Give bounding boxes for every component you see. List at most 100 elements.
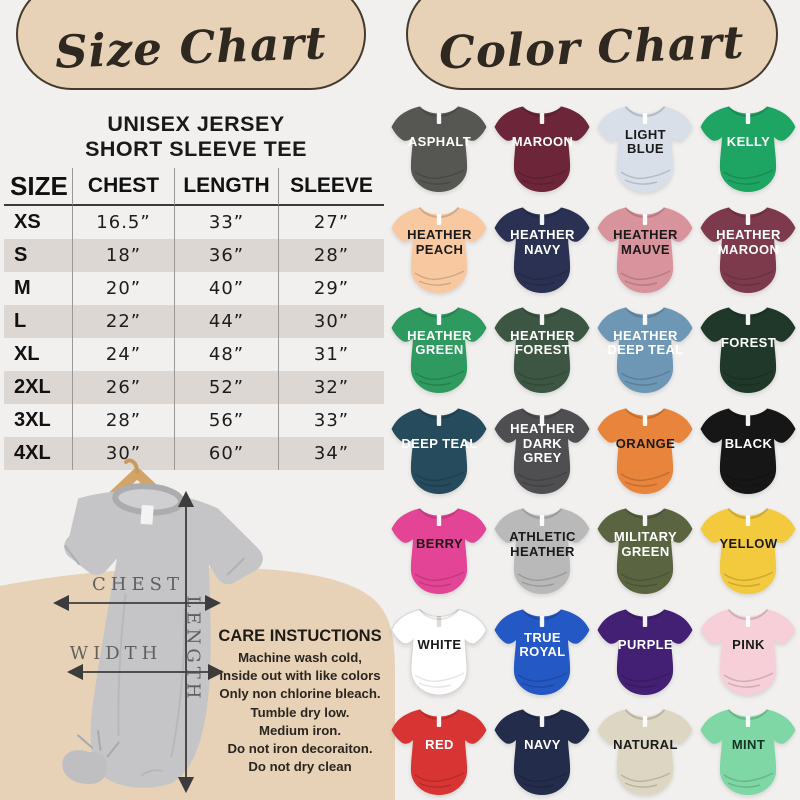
care-instruction-line: inside out with like colors [219,668,381,684]
grey-tshirt-shape [62,483,263,788]
color-name-label: HEATHER GREEN [407,327,472,358]
color-swatch-yellow: YELLOW [697,498,800,599]
color-swatch-heather-mauve: HEATHER MAUVE [594,197,697,298]
care-instruction-line: Machine wash cold, [238,650,362,665]
color-name-label: KELLY [726,133,771,149]
color-name-label: PURPLE [617,636,674,652]
color-swatch-black: BLACK [697,398,800,499]
width-measure-label: WIDTH [69,643,163,664]
product-title-line1: UNISEX JERSEY [107,112,285,136]
size-table-row-size: 3XL [14,409,51,431]
product-title-line2: SHORT SLEEVE TEE [85,137,307,161]
color-swatch-heather-green: HEATHER GREEN [388,297,491,398]
color-name-label: ATHLETIC HEATHER [509,528,576,559]
color-name-label: HEATHER FOREST [510,327,575,358]
color-name-label: YELLOW [719,536,778,552]
size-table-row-size: S [4,239,72,272]
size-table-cell: 36” [174,239,278,272]
size-table-header-length: LENGTH [174,168,278,206]
color-swatch-navy: NAVY [491,699,594,800]
size-table-row-size: 2XL [4,371,72,404]
color-swatch-heather-maroon: HEATHER MAROON [697,197,800,298]
color-swatch-berry: BERRY [388,498,491,599]
color-name-label: MAROON [511,133,574,149]
color-swatch-purple: PURPLE [594,599,697,700]
color-swatch-heather-navy: HEATHER NAVY [491,197,594,298]
color-swatch-mint: MINT [697,699,800,800]
size-table: SIZE CHEST LENGTH SLEEVE XS 16.5” 33” 27” S 18” 36… [4,168,384,470]
chest-measure-label: CHEST [92,574,184,595]
color-swatch-natural: NATURAL [594,699,697,800]
care-instruction-line: Do not iron decoraiton. [227,741,373,757]
color-name-label: HEATHER MAUVE [613,227,678,257]
size-table-cell: 34” [278,437,384,470]
color-name-label: TRUE ROYAL [519,629,566,660]
color-name-label: MILITARY GREEN [613,528,678,559]
size-table-row-size: L [4,305,72,338]
color-swatch-pink: PINK [697,599,800,700]
color-name-label: NATURAL [613,737,678,753]
color-swatch-white: WHITE [388,599,491,700]
size-table-cell: 30” [72,437,174,470]
color-chart-banner: Color Chart [406,0,778,90]
size-table-header-chest: CHEST [72,168,174,206]
color-swatch-true-royal: TRUE ROYAL [491,599,594,700]
size-table-cell: 44” [174,305,278,338]
size-chart-banner: Size Chart [16,0,366,90]
color-name-label: LIGHT BLUE [625,126,666,157]
measurement-arrows [52,490,225,794]
size-table-cell: 48” [174,338,278,371]
color-swatch-orange: ORANGE [594,398,697,499]
size-table-row-size: M [14,277,31,299]
size-table-cell: 31” [278,338,384,371]
color-name-label: ORANGE [615,435,676,451]
size-chart-title: Size Chart [54,16,328,79]
size-table-cell: 40” [174,272,278,305]
length-measure-label: LENGTH [182,595,204,703]
color-name-label: PINK [732,636,765,652]
care-instructions-title: CARE INSTUCTIONS [218,627,382,645]
care-instruction-line: Medium iron. [258,722,342,738]
color-name-label: NAVY [524,737,561,753]
color-name-label: HEATHER MAROON [716,227,781,257]
color-name-label: HEATHER DARK GREY [510,421,575,466]
color-chart-grid: ASPHALT MAROON LIGHT BLUE KELLY HEATHER PEAC… [388,96,800,800]
color-swatch-athletic-heather: ATHLETIC HEATHER [491,498,594,599]
care-instructions: CARE INSTUCTIONS Machine wash cold, insid… [202,627,398,777]
color-swatch-red: RED [388,699,491,800]
size-table-cell: 56” [174,404,278,437]
size-table-cell: 18” [72,239,174,272]
color-swatch-heather-deep-teal: HEATHER DEEP TEAL [594,297,697,398]
size-table-row-size: XL [14,343,40,365]
care-instruction-line: Do not dry clean [248,759,352,775]
size-table-cell: 16.5” [72,206,174,239]
size-table-cell: 30” [278,305,384,338]
color-swatch-maroon: MAROON [491,96,594,197]
product-title: UNISEX JERSEY SHORT SLEEVE TEE [0,112,392,162]
color-name-label: MINT [731,737,766,753]
color-name-label: FOREST [720,335,777,351]
color-swatch-heather-forest: HEATHER FOREST [491,297,594,398]
measurement-diagram: CHEST WIDTH LENGTH [0,455,398,800]
size-table-header-size: SIZE [4,168,72,206]
care-instruction-line: Tumble dry low. [250,704,350,720]
size-table-row-size: 4XL [4,437,72,470]
color-swatch-kelly: KELLY [697,96,800,197]
size-table-cell: 24” [72,338,174,371]
color-swatch-heather-dark-grey: HEATHER DARK GREY [491,398,594,499]
color-name-label: HEATHER PEACH [407,227,472,257]
color-name-label: HEATHER NAVY [510,227,575,257]
size-table-cell: 33” [278,404,384,437]
color-name-label: RED [425,737,454,753]
color-name-label: HEATHER DEEP TEAL [607,327,684,358]
size-table-cell: 26” [72,371,174,404]
size-table-cell: 28” [72,404,174,437]
tshirt-diagram-illustration [0,458,395,800]
care-instruction-line: Only non chlorine bleach. [219,686,381,702]
size-table-cell: 33” [174,206,278,239]
color-name-label: BLACK [724,435,773,451]
size-table-cell: 22” [72,305,174,338]
color-name-label: BERRY [415,536,464,552]
color-chart-title: Color Chart [438,15,746,80]
